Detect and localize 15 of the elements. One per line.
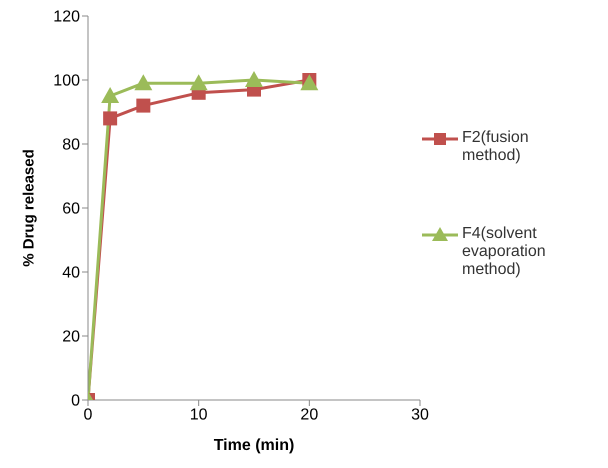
x-tick-label: 20 <box>300 406 318 424</box>
y-tick-label: 0 <box>71 392 80 410</box>
y-tick-label: 100 <box>53 72 80 90</box>
y-axis-title: % Drug released <box>20 149 38 267</box>
x-tick-label: 30 <box>411 406 429 424</box>
y-tick-label: 120 <box>53 8 80 26</box>
x-tick-label: 10 <box>190 406 208 424</box>
legend-label: F4(solvent evaporation method) <box>462 225 547 279</box>
x-axis-title: Time (min) <box>214 437 294 454</box>
x-tick-label: 0 <box>84 406 93 424</box>
legend-label: F2(fusion method) <box>462 129 530 165</box>
y-tick-label: 80 <box>62 136 80 154</box>
y-tick-label: 60 <box>62 200 80 218</box>
y-tick-label: 20 <box>62 328 80 346</box>
y-tick-label: 40 <box>62 264 80 282</box>
